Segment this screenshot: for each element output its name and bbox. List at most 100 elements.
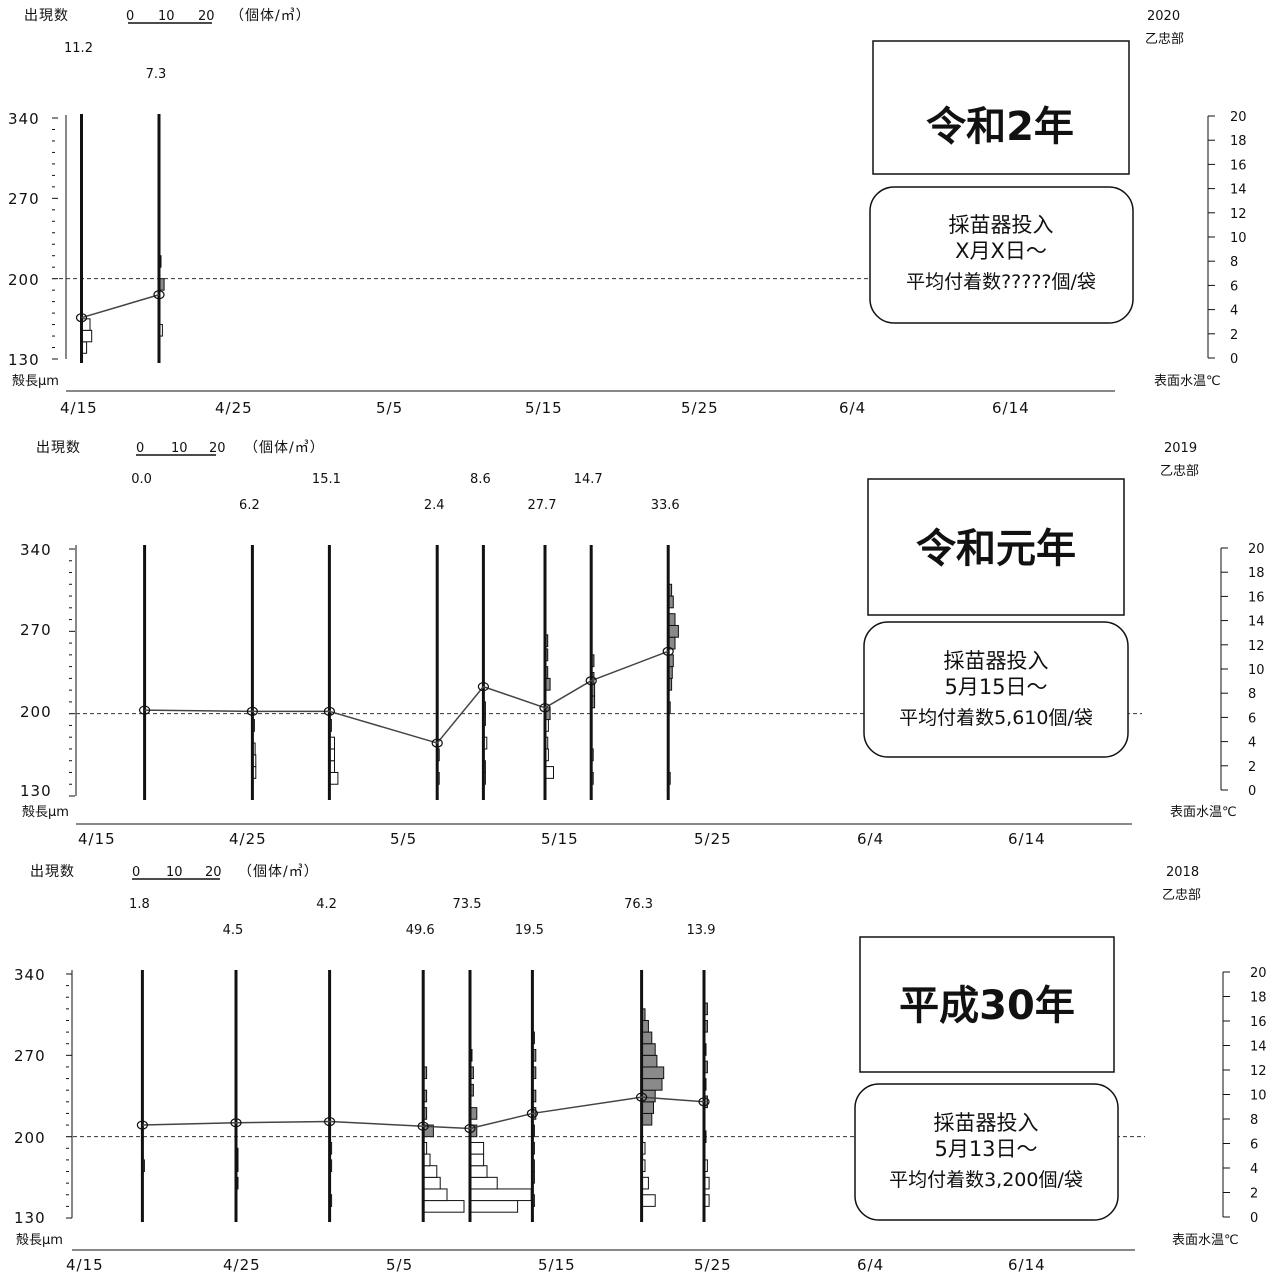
y-tick-340: 340 (14, 966, 46, 984)
histogram-bar (422, 1165, 438, 1178)
scale-tick-0: 0 (126, 9, 134, 24)
x-tick-5-15: 5/15 (541, 830, 579, 848)
x-tick-5-25: 5/25 (694, 830, 732, 848)
x-tick-5-15: 5/15 (525, 399, 563, 417)
y-tick-340: 340 (20, 541, 52, 559)
year-label: 2019 (1164, 441, 1197, 456)
mean-length-point (139, 705, 151, 715)
collector-note-average: 平均付着数?????個/袋 (906, 271, 1096, 293)
histogram-bar (667, 624, 679, 638)
length-axis-label: 殻長μm (22, 805, 69, 820)
collector-note-box (854, 1083, 1119, 1221)
temp-tick-label: 20 (1248, 542, 1265, 557)
temp-tick-label: 12 (1248, 639, 1265, 654)
count-label-value: 13.9 (687, 923, 716, 938)
unit-label: （個体/㎥） (230, 8, 311, 24)
histogram-bar (641, 1194, 656, 1207)
x-tick-4-25: 4/25 (229, 830, 267, 848)
temp-tick-label: 10 (1250, 1089, 1267, 1104)
mean-length-line (144, 650, 669, 744)
count-label-value: 2.4 (424, 498, 445, 513)
count-label-value: 11.2 (64, 41, 93, 56)
histogram-bar (641, 1054, 658, 1068)
mean-length-point (526, 1108, 539, 1119)
era-title-box (867, 478, 1125, 616)
temp-tick-label: 0 (1250, 1211, 1258, 1226)
length-axis-label: 殻長μm (12, 374, 59, 389)
collector-note-date: X月X日～ (955, 239, 1047, 263)
temp-tick-label: 14 (1250, 1040, 1267, 1055)
mean-length-line (142, 1096, 705, 1130)
y-tick-130: 130 (14, 1209, 46, 1227)
collector-note-box (863, 621, 1129, 758)
temp-tick-label: 0 (1230, 352, 1238, 367)
temp-tick-label: 6 (1250, 1138, 1258, 1153)
histogram-bar (469, 1153, 485, 1167)
temp-tick-label: 4 (1248, 736, 1256, 751)
x-tick-5-5: 5/5 (386, 1256, 413, 1274)
y-tick-200: 200 (20, 703, 52, 721)
temp-tick-label: 14 (1230, 183, 1247, 198)
temp-tick-label: 6 (1230, 279, 1238, 294)
x-tick-4-15: 4/15 (78, 830, 116, 848)
histogram-bar (641, 1078, 663, 1091)
mean-length-point (323, 706, 335, 716)
scale-tick-20: 20 (209, 441, 226, 456)
temp-tick-label: 2 (1250, 1187, 1258, 1202)
temp-tick-label: 8 (1248, 687, 1256, 702)
x-tick-4-25: 4/25 (223, 1256, 261, 1274)
x-tick-5-5: 5/5 (390, 830, 417, 848)
era-title-box (859, 936, 1115, 1073)
chart-panel-2019: 出現数 0 10 20 （個体/㎥） 2019 乙忠部 340 270 200 … (20, 440, 1265, 848)
mean-length-point (698, 1097, 710, 1107)
mean-length-point (431, 738, 443, 748)
temp-tick-label: 0 (1248, 784, 1256, 799)
mean-length-point (153, 290, 165, 300)
temp-tick-label: 16 (1250, 1015, 1267, 1030)
x-tick-4-15: 4/15 (66, 1256, 104, 1274)
mean-length-point (662, 646, 674, 656)
histogram-bar (469, 1141, 485, 1155)
histogram-bar (641, 1066, 665, 1080)
x-tick-6-4: 6/4 (839, 399, 866, 417)
mean-length-point (477, 682, 489, 692)
temp-tick-label: 2 (1248, 760, 1256, 775)
collector-note-date: 5月13日～ (934, 1137, 1037, 1161)
mean-length-point (635, 1092, 648, 1102)
temp-axis-label: 表面水温℃ (1154, 374, 1221, 389)
mean-length-point (136, 1120, 148, 1130)
temp-tick-label: 14 (1248, 615, 1265, 630)
unit-label: （個体/㎥） (244, 440, 325, 456)
count-label-value: 49.6 (406, 923, 435, 938)
length-axis-label: 殻長μm (16, 1233, 63, 1248)
temp-tick-label: 6 (1248, 711, 1256, 726)
x-tick-6-14: 6/14 (1008, 1256, 1046, 1274)
count-label-value: 4.5 (223, 923, 244, 938)
collector-note-title: 採苗器投入 (944, 649, 1049, 673)
histogram-bar (641, 1112, 653, 1126)
temp-axis-label: 表面水温℃ (1170, 805, 1237, 820)
histogram-bar (641, 1101, 654, 1114)
count-label-value: 1.8 (129, 897, 150, 912)
count-label-value: 19.5 (515, 923, 544, 938)
x-tick-5-25: 5/25 (694, 1256, 732, 1274)
mean-length-point (324, 1116, 336, 1127)
temp-tick-label: 12 (1230, 207, 1247, 222)
temp-tick-label: 16 (1248, 590, 1265, 605)
x-tick-6-4: 6/4 (857, 1256, 884, 1274)
count-label-value: 76.3 (624, 897, 653, 912)
histogram-bar (422, 1200, 465, 1213)
era-title: 平成30年 (899, 983, 1075, 1029)
temp-tick-label: 10 (1248, 663, 1265, 678)
y-tick-130: 130 (8, 351, 40, 369)
histogram-bar (641, 1089, 656, 1103)
scale-tick-10: 10 (166, 865, 183, 880)
collector-note-box (869, 186, 1134, 324)
collector-note-title: 採苗器投入 (949, 213, 1054, 237)
x-tick-6-14: 6/14 (992, 399, 1030, 417)
x-tick-5-25: 5/25 (681, 399, 719, 417)
temp-tick-label: 2 (1230, 328, 1238, 343)
count-label: 出現数 (30, 864, 75, 880)
histogram-bar (469, 1176, 498, 1190)
unit-label: （個体/㎥） (238, 864, 319, 880)
